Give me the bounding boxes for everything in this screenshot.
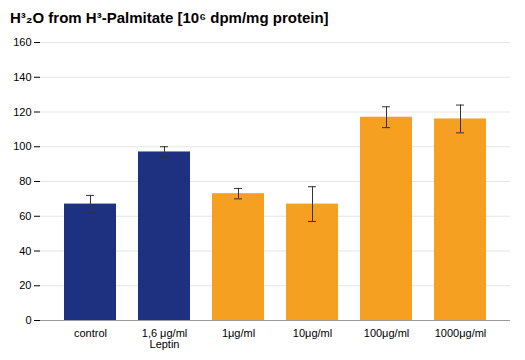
- svg-text:140: 140: [13, 71, 31, 83]
- svg-text:120: 120: [13, 106, 31, 118]
- svg-text:1μg/ml: 1μg/ml: [222, 327, 255, 339]
- svg-text:1000μg/ml: 1000μg/ml: [435, 327, 487, 339]
- html-text:H³₂O from H³-Palmitate [10⁶ dp: H³₂O from H³-Palmitate [10⁶ dpm/mg prote…: [10, 9, 329, 26]
- svg-text:100μg/ml: 100μg/ml: [364, 327, 409, 339]
- svg-text:80: 80: [19, 175, 31, 187]
- svg-text:160: 160: [13, 36, 31, 48]
- svg-text:10μg/ml: 10μg/ml: [293, 327, 332, 339]
- svg-text:1,6 μg/mlLeptin: 1,6 μg/mlLeptin: [142, 327, 187, 350]
- svg-text:20: 20: [19, 279, 31, 291]
- svg-text:40: 40: [19, 245, 31, 257]
- svg-text:60: 60: [19, 210, 31, 222]
- svg-text:100: 100: [13, 140, 31, 152]
- svg-text:0: 0: [25, 314, 31, 326]
- svg-text:control: control: [74, 327, 107, 339]
